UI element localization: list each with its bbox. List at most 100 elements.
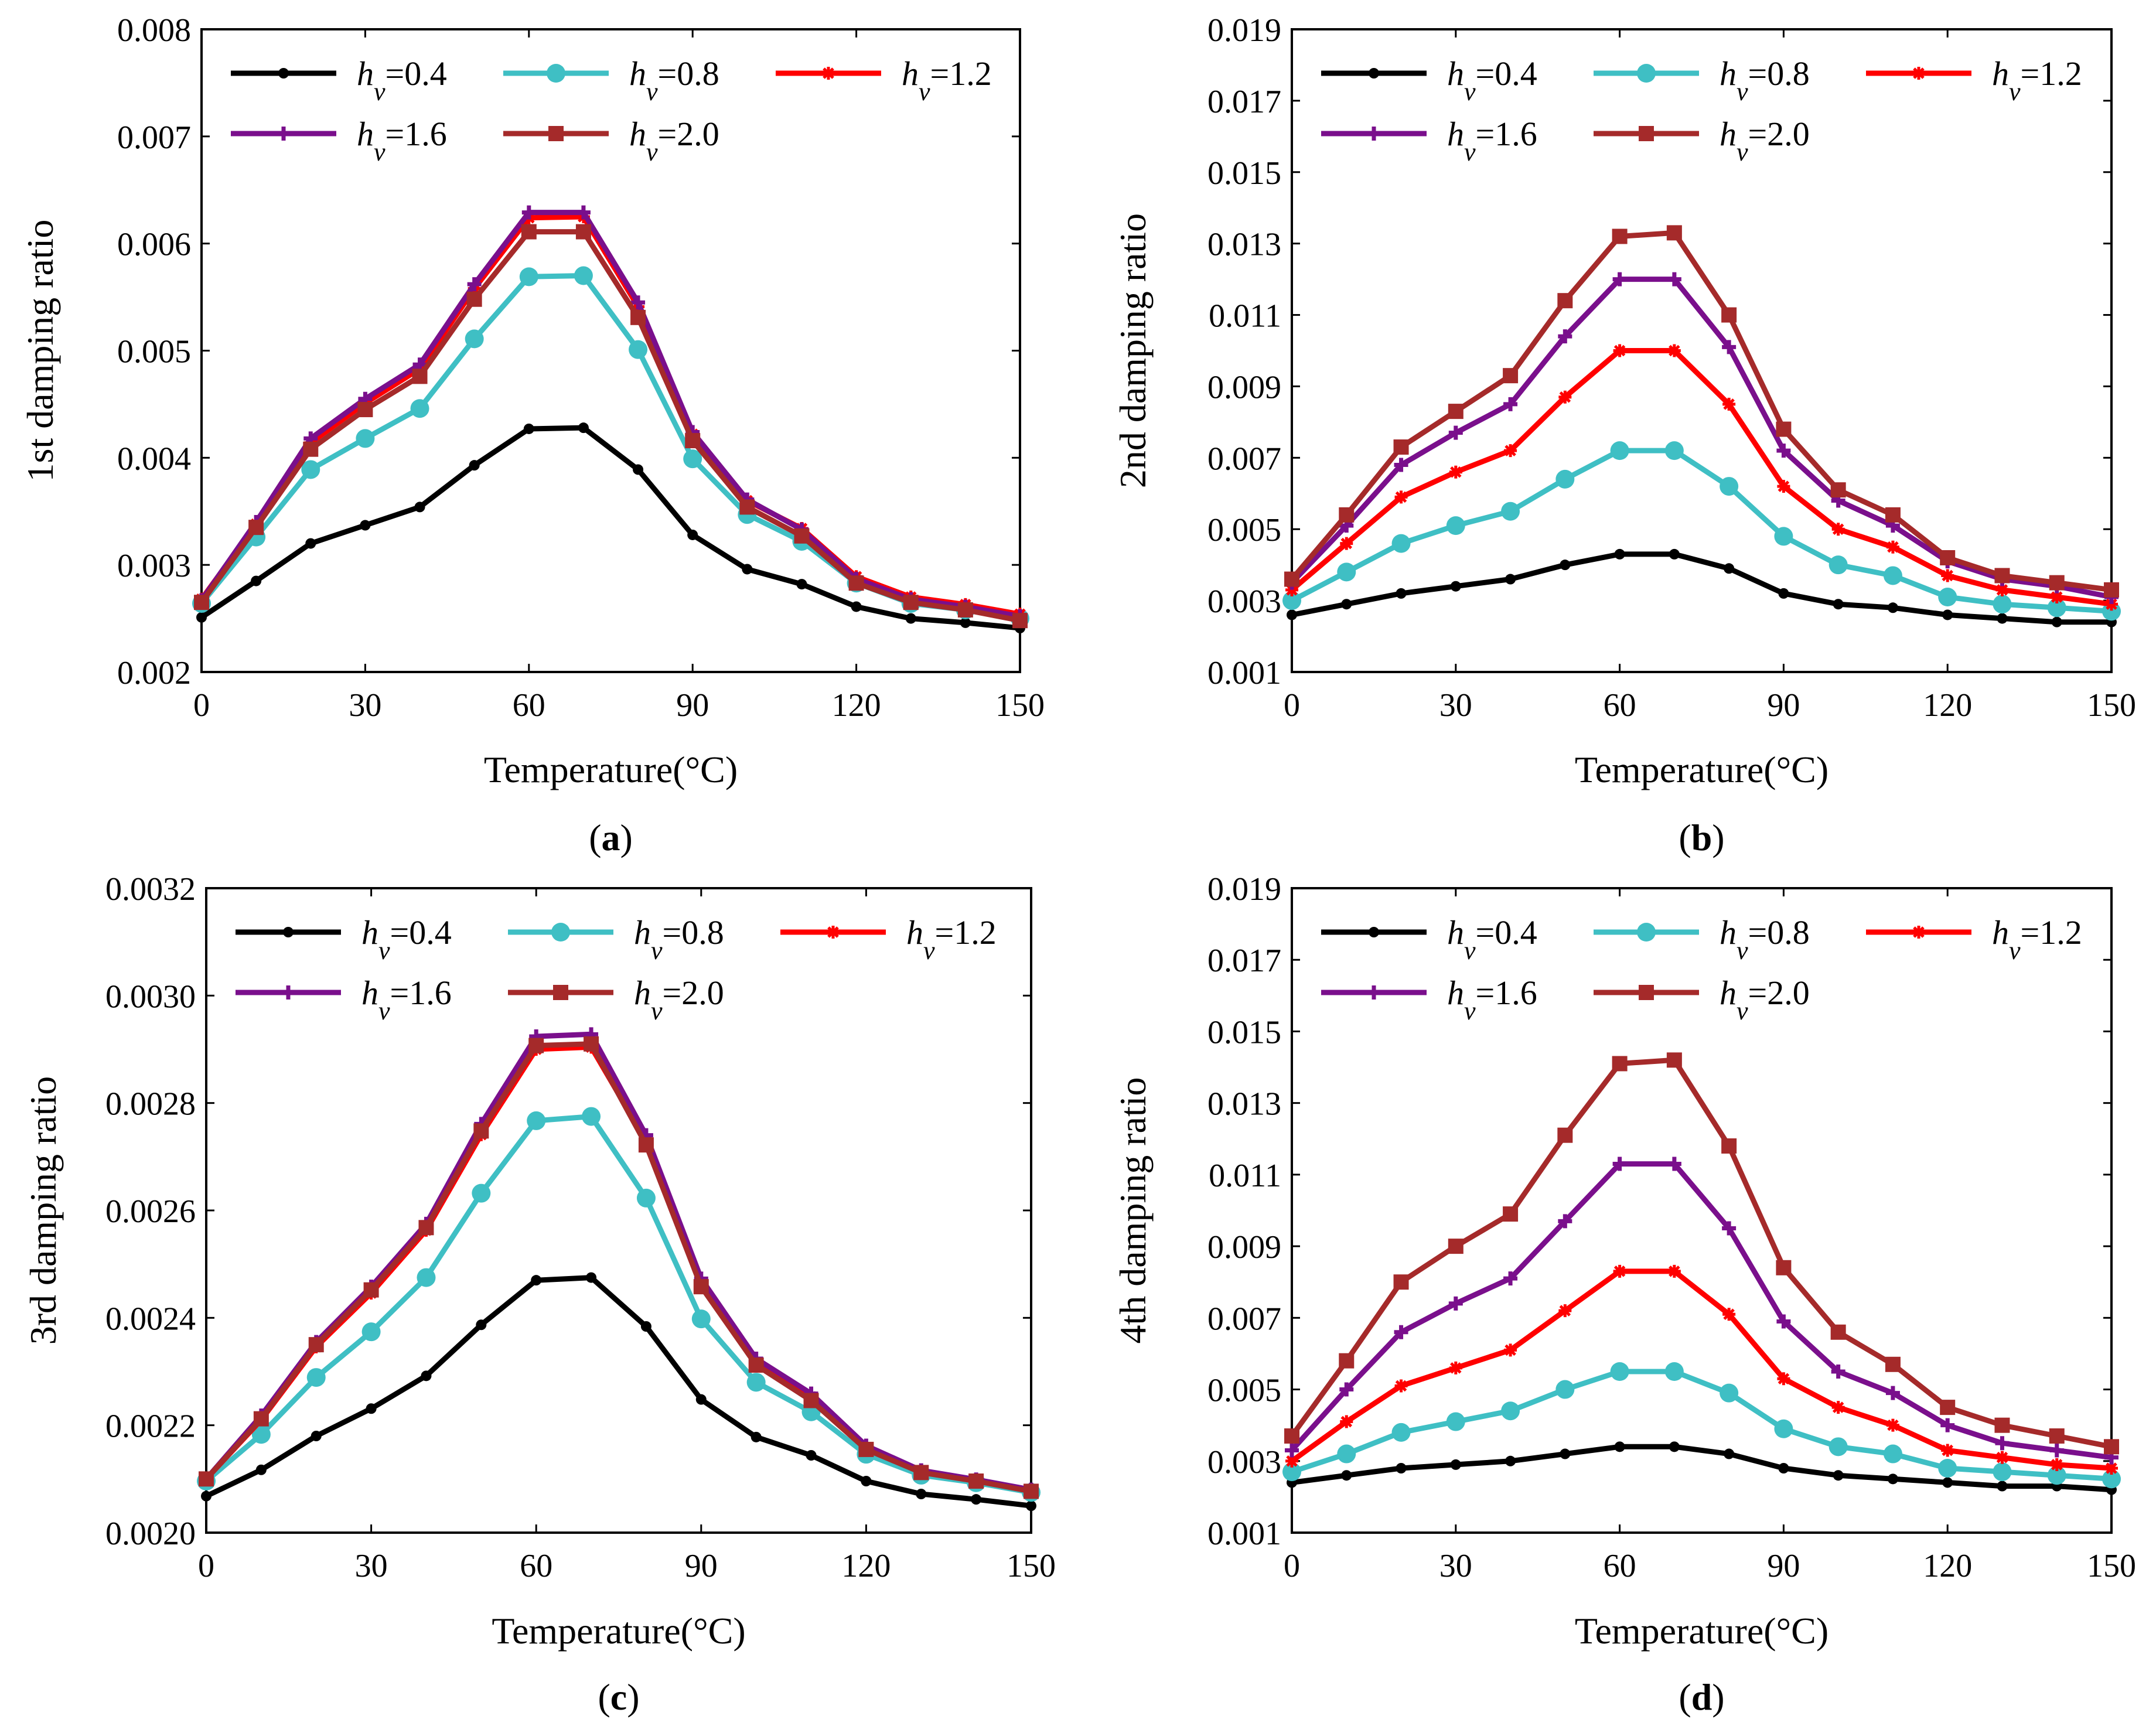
series-hv04 <box>196 422 1025 634</box>
series-hv16 <box>195 205 1027 623</box>
data-point <box>851 601 862 612</box>
data-point <box>633 464 644 475</box>
series-hv12 <box>200 1041 1038 1496</box>
data-point <box>1776 1314 1791 1329</box>
series-hv20 <box>199 1036 1039 1499</box>
x-tick-label: 60 <box>520 1548 552 1584</box>
legend-label: hv=0.8 <box>1720 54 1810 106</box>
data-point <box>1285 583 1298 596</box>
series-hv20 <box>1284 1052 2119 1455</box>
x-tick-label: 120 <box>841 1548 891 1584</box>
data-point <box>1887 1473 1898 1485</box>
legend-label: hv=0.8 <box>634 913 724 965</box>
legend-marker <box>547 64 565 83</box>
data-point <box>1722 1221 1737 1236</box>
data-point <box>1722 397 1736 411</box>
x-axis-label: Temperature(°C) <box>1575 1610 1828 1652</box>
data-point <box>1446 1412 1465 1431</box>
data-point <box>1667 344 1681 357</box>
legend-label: hv=0.4 <box>357 54 447 106</box>
data-point <box>2047 598 2066 618</box>
data-point <box>528 1038 544 1053</box>
data-point <box>2049 575 2065 591</box>
y-tick-label: 0.011 <box>1209 1158 1281 1194</box>
data-point <box>531 1275 542 1286</box>
legend-label: hv=1.2 <box>1992 913 2082 965</box>
data-point <box>1504 1343 1517 1357</box>
y-tick-label: 0.015 <box>1207 1014 1281 1050</box>
data-point <box>1341 599 1352 610</box>
legend-entry-hv20: hv=2.0 <box>1594 974 1810 1025</box>
x-tick-label: 0 <box>193 687 210 724</box>
data-point <box>1776 421 1792 437</box>
series-hv08 <box>1282 1362 2121 1489</box>
data-point <box>1666 1052 1682 1068</box>
data-point <box>523 423 534 434</box>
data-point <box>1396 588 1407 599</box>
data-point <box>1284 571 1299 587</box>
data-point <box>251 1425 271 1444</box>
series-hv12 <box>1285 344 2118 611</box>
data-point <box>1339 1382 1354 1397</box>
data-point <box>521 205 536 220</box>
data-point <box>1505 574 1516 585</box>
data-point <box>469 460 480 471</box>
data-point <box>1446 516 1465 535</box>
data-point <box>1337 562 1356 582</box>
y-tick-label: 0.003 <box>1207 1444 1281 1481</box>
data-point <box>473 1123 489 1139</box>
data-point <box>1942 609 1953 620</box>
legend-marker <box>1912 67 1925 80</box>
series-line-hv20 <box>1289 230 2112 593</box>
data-point <box>794 528 810 544</box>
data-point <box>1777 480 1790 493</box>
panel-label: (c) <box>598 1676 639 1718</box>
legend: hv=0.4 hv=0.8 hv=1.2 hv=1.6 hv=2.0 <box>236 913 997 1025</box>
data-point <box>1450 581 1461 592</box>
chart-panel-c: 0 30 60 90 120 150 0.0020 0.0022 0.0024 0.0026 0.0… <box>22 871 1056 1718</box>
data-point <box>1722 340 1737 354</box>
data-point <box>1501 502 1520 521</box>
panel-label: (a) <box>589 817 633 858</box>
y-tick-label: 0.017 <box>1207 84 1281 120</box>
data-point <box>194 595 209 610</box>
data-point <box>1828 1437 1848 1456</box>
series-line-hv08 <box>204 1114 1032 1495</box>
y-axis-label: 2nd damping ratio <box>1112 213 1154 488</box>
data-point <box>521 224 537 240</box>
x-tick-label: 30 <box>355 1548 388 1584</box>
data-point <box>1887 602 1898 613</box>
data-point <box>1774 527 1793 546</box>
legend-marker <box>822 67 835 80</box>
x-axis-label: Temperature(°C) <box>492 1610 745 1652</box>
data-point <box>1612 228 1628 244</box>
y-tick-label: 0.0020 <box>105 1516 196 1552</box>
y-tick-label: 0.009 <box>1207 1229 1281 1265</box>
data-point <box>2102 1469 2121 1489</box>
legend-label: hv=1.2 <box>1992 54 2082 106</box>
data-point <box>1776 444 1791 458</box>
data-point <box>742 564 753 575</box>
data-point <box>251 575 262 586</box>
data-point <box>201 1490 211 1502</box>
y-tick-label: 0.007 <box>1207 441 1281 477</box>
data-point <box>1391 1423 1411 1442</box>
data-point <box>418 1220 434 1236</box>
legend: hv=0.4 hv=0.8 hv=1.2 hv=1.6 hv=2.0 <box>1321 54 2082 166</box>
data-point <box>476 1319 487 1331</box>
legend-entry-hv12: hv=1.2 <box>776 54 992 106</box>
panel-label: (b) <box>1679 817 1724 858</box>
data-point <box>1614 548 1625 560</box>
legend-label: hv=1.6 <box>1447 115 1537 166</box>
data-point <box>2049 1428 2065 1444</box>
data-point <box>1558 1304 1572 1318</box>
data-point <box>803 1393 819 1408</box>
x-tick-label: 90 <box>676 687 709 724</box>
data-point <box>2050 591 2063 604</box>
x-tick-label: 30 <box>1439 1548 1472 1584</box>
data-point <box>750 1431 762 1442</box>
legend-entry-hv04: hv=0.4 <box>231 54 447 106</box>
data-point <box>2047 1466 2066 1485</box>
data-point <box>1667 1264 1681 1278</box>
data-point <box>1393 439 1409 455</box>
